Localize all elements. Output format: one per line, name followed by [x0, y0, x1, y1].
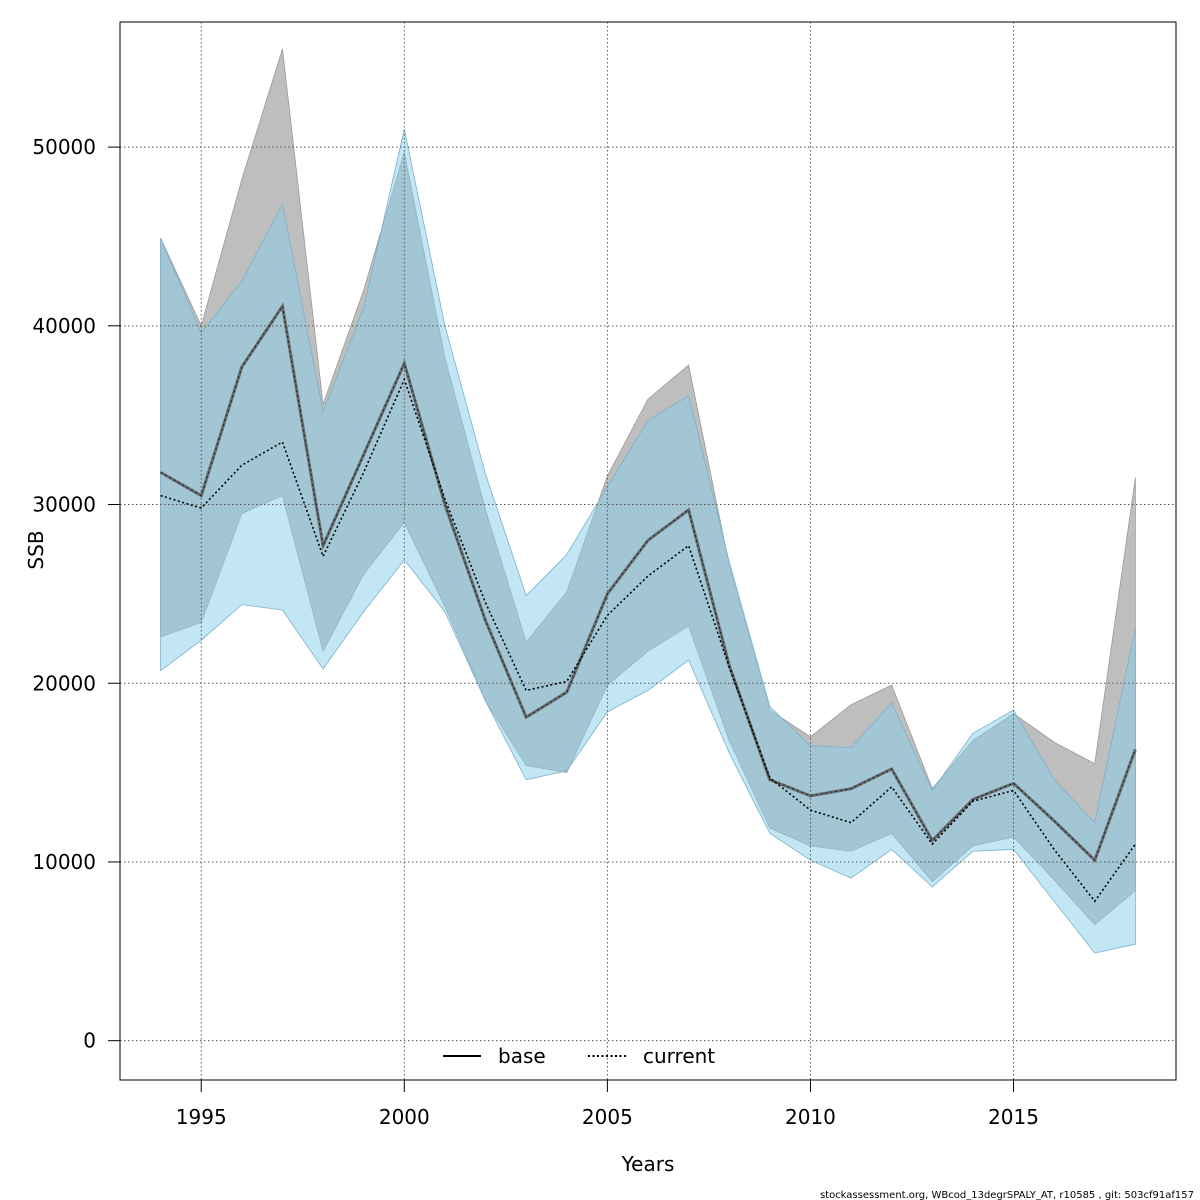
series-lines: [159, 302, 1137, 903]
axes: 1995 2000 2005 2010 2015 0 10000 20000 30000 4000…: [32, 135, 1039, 1129]
legend-label-base: base: [498, 1044, 546, 1068]
y-tick-label-50000: 50000: [32, 135, 96, 159]
line-base-overlay: [160, 304, 1136, 862]
x-tick-label-2005: 2005: [582, 1105, 633, 1129]
line-current: [160, 377, 1137, 903]
legend-label-current: current: [643, 1044, 715, 1068]
x-tick-label-1995: 1995: [176, 1105, 227, 1129]
grid-lines: [120, 22, 1176, 1080]
x-tick-label-2000: 2000: [379, 1105, 430, 1129]
uncertainty-bands: [160, 48, 1136, 954]
y-tick-label-30000: 30000: [32, 493, 96, 517]
x-tick-label-2010: 2010: [785, 1105, 836, 1129]
y-axis-label: SSB: [24, 530, 48, 569]
plot-frame: [119, 21, 1177, 1081]
legend: base current: [443, 1044, 715, 1068]
y-tick-label-20000: 20000: [32, 671, 96, 695]
y-tick-label-40000: 40000: [32, 314, 96, 338]
x-axis-label: Years: [621, 1152, 675, 1176]
y-tick-label-0: 0: [83, 1029, 96, 1053]
footer-credit: stockassessment.org, WBcod_13degrSPALY_A…: [820, 1190, 1194, 1200]
x-tick-label-2015: 2015: [988, 1105, 1039, 1129]
y-tick-label-10000: 10000: [32, 850, 96, 874]
